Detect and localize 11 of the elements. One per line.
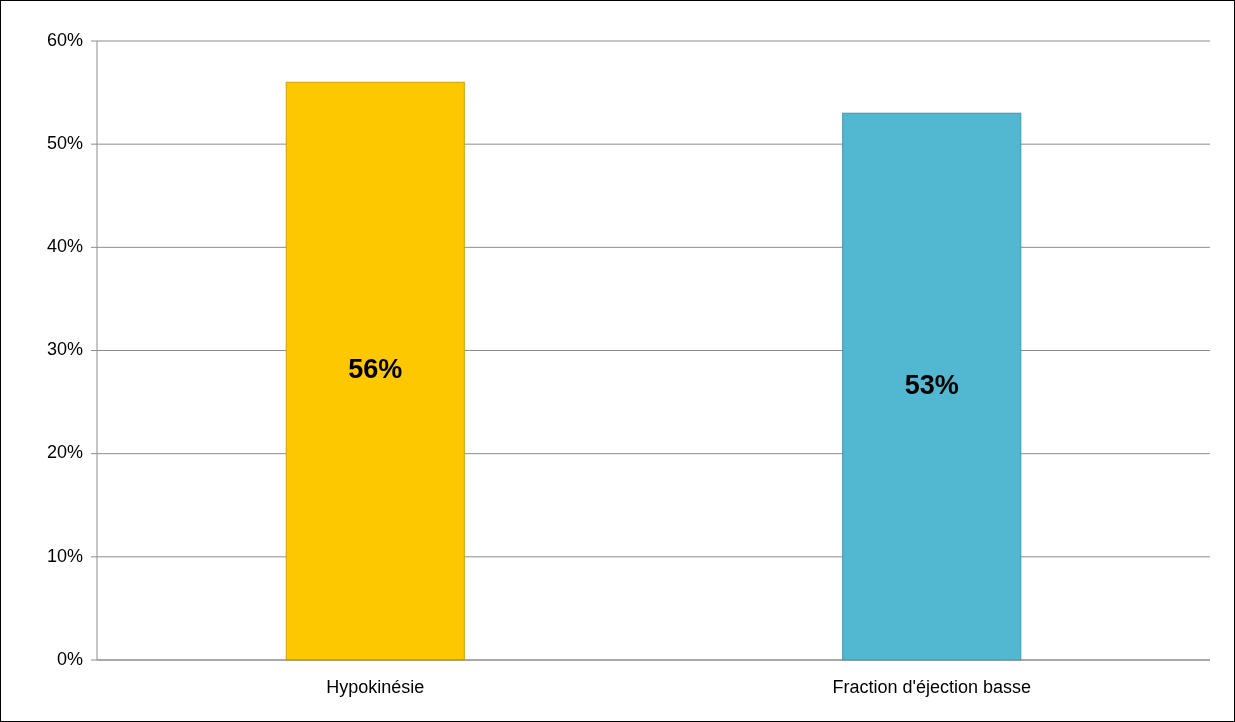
data-label: 53%	[904, 369, 959, 400]
y-tick-label: 40%	[46, 236, 83, 257]
y-tick-label: 0%	[56, 648, 83, 669]
x-tick-label: Fraction d'éjection basse	[832, 677, 1032, 697]
y-tick-label: 50%	[46, 132, 83, 153]
x-tick-label: Hypokinésie	[326, 677, 425, 697]
y-tick-label: 10%	[46, 545, 83, 566]
data-label: 56%	[348, 354, 403, 385]
y-tick-label: 20%	[46, 442, 83, 463]
y-tick-label: 60%	[46, 29, 83, 50]
y-tick-label: 30%	[46, 339, 83, 360]
